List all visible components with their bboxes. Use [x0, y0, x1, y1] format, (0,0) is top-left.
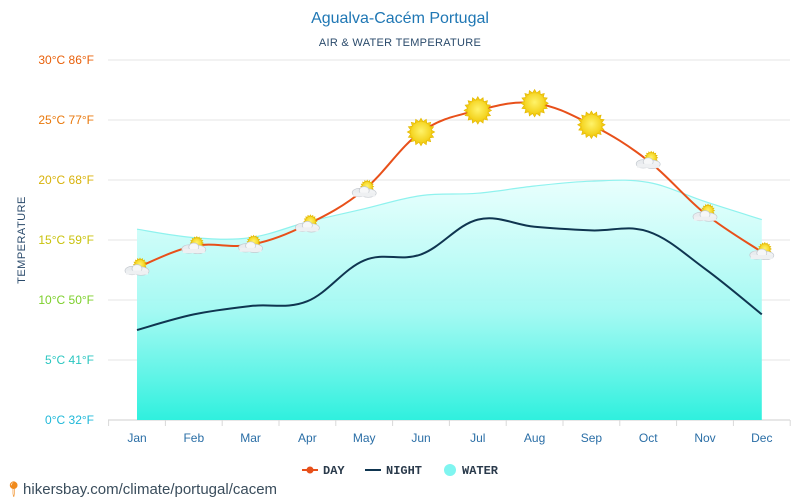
y-tick-label: 5°C 41°F — [45, 353, 94, 367]
sun-icon — [520, 88, 549, 118]
x-tick-label: Nov — [694, 431, 715, 445]
water-area — [137, 180, 762, 420]
x-tick-label: Jul — [470, 431, 485, 445]
x-tick-label: Oct — [639, 431, 658, 445]
partly-cloudy-icon — [124, 257, 150, 276]
legend-item-day[interactable]: DAY — [302, 464, 345, 478]
y-tick-label: 25°C 77°F — [38, 113, 94, 127]
partly-cloudy-icon — [181, 235, 207, 255]
y-tick-label: 15°C 59°F — [38, 233, 94, 247]
legend-item-water[interactable]: WATER — [444, 464, 499, 478]
x-tick-label: Jan — [127, 431, 146, 445]
night-line — [136, 217, 763, 331]
y-tick-label: 20°C 68°F — [38, 173, 94, 187]
partly-cloudy-icon — [692, 203, 718, 222]
x-tick-label: Sep — [581, 431, 603, 445]
legend-item-night[interactable]: NIGHT — [365, 464, 422, 478]
svg-text:NIGHT: NIGHT — [386, 464, 422, 478]
x-tick-label: May — [353, 431, 376, 445]
location-pin-icon: 📍︎ — [4, 481, 24, 498]
footer-source[interactable]: 📍︎hikersbay.com/climate/portugal/cacem — [4, 480, 277, 498]
x-tick-label: Dec — [751, 431, 772, 445]
partly-cloudy-icon — [749, 241, 775, 261]
chart-title: Agualva-Cacém Portugal — [311, 10, 489, 27]
x-tick-label: Feb — [183, 431, 204, 445]
y-tick-label: 0°C 32°F — [45, 413, 94, 427]
y-axis-label: TEMPERATURE — [16, 196, 28, 284]
partly-cloudy-icon — [238, 234, 263, 253]
x-tick-label: Mar — [240, 431, 261, 445]
sun-icon — [577, 110, 606, 140]
air-water-temperature-chart: Agualva-Cacém Portugal AIR & WATER TEMPE… — [16, 10, 791, 478]
svg-text:DAY: DAY — [323, 464, 345, 478]
partly-cloudy-icon — [295, 214, 320, 233]
chart-legend: DAY NIGHT WATER — [302, 464, 499, 478]
y-tick-label: 10°C 50°F — [38, 293, 94, 307]
sun-icon — [406, 117, 436, 147]
svg-text:WATER: WATER — [462, 464, 499, 478]
footer-url[interactable]: hikersbay.com/climate/portugal/cacem — [23, 481, 278, 498]
chart-subtitle: AIR & WATER TEMPERATURE — [319, 37, 481, 49]
x-tick-label: Aug — [524, 431, 545, 445]
y-tick-label: 30°C 86°F — [38, 53, 94, 67]
partly-cloudy-icon — [351, 179, 377, 198]
sun-icon — [463, 96, 493, 125]
x-tick-label: Jun — [411, 431, 430, 445]
partly-cloudy-icon — [635, 150, 661, 169]
x-tick-label: Apr — [298, 431, 317, 445]
water-line — [136, 179, 762, 240]
